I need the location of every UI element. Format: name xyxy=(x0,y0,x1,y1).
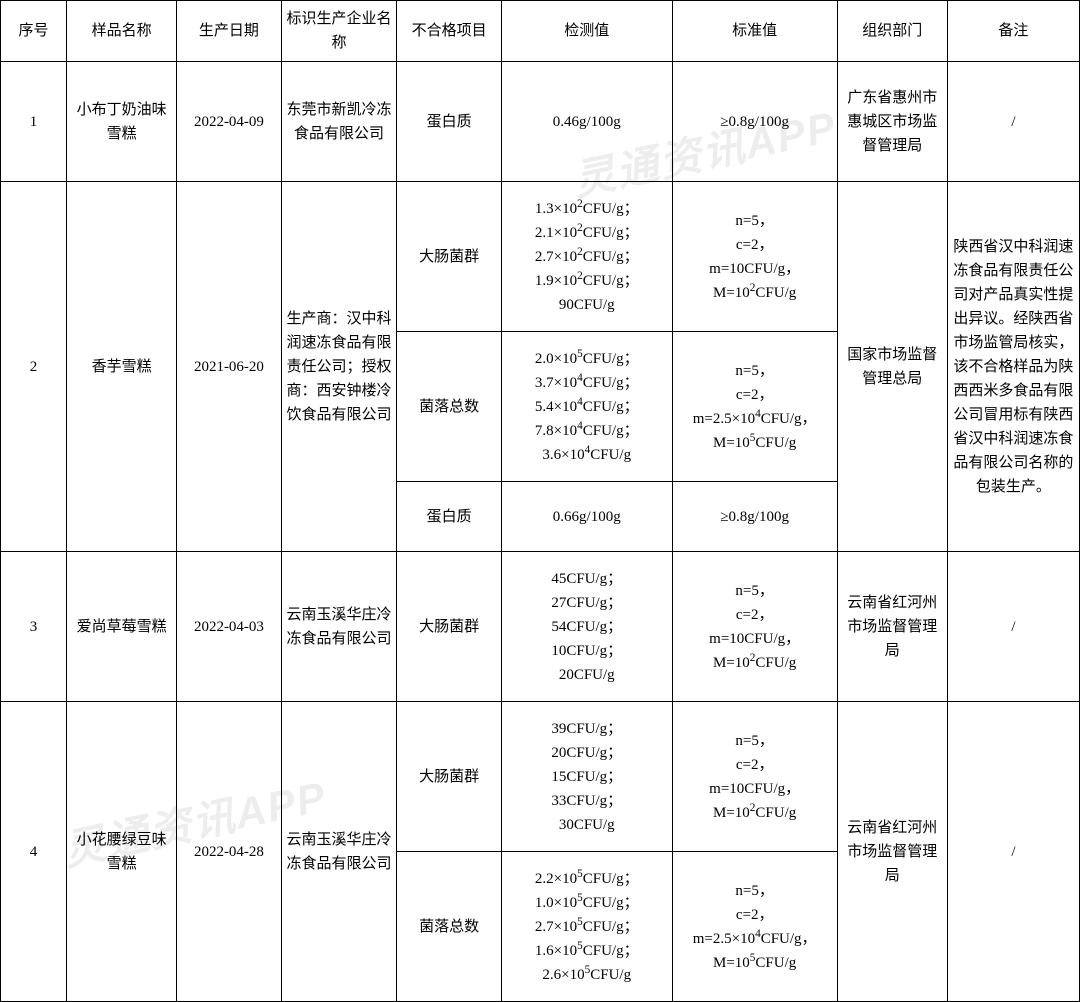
cell-std: n=5，c=2，m=10CFU/g，M=102CFU/g xyxy=(672,702,837,852)
table-row: 4 小花腰绿豆味雪糕 2022-04-28 云南玉溪华庄冷冻食品有限公司 大肠菌… xyxy=(1,702,1080,852)
cell-date: 2022-04-03 xyxy=(177,552,282,702)
header-item: 不合格项目 xyxy=(397,1,502,62)
cell-item: 大肠菌群 xyxy=(397,702,502,852)
cell-detect: 2.2×105CFU/g；1.0×105CFU/g；2.7×105CFU/g；1… xyxy=(501,852,672,1002)
cell-detect: 39CFU/g；20CFU/g；15CFU/g；33CFU/g；30CFU/g xyxy=(501,702,672,852)
table-row: 3 爱尚草莓雪糕 2022-04-03 云南玉溪华庄冷冻食品有限公司 大肠菌群 … xyxy=(1,552,1080,702)
cell-note: / xyxy=(947,62,1079,182)
cell-item: 蛋白质 xyxy=(397,62,502,182)
cell-std: ≥0.8g/100g xyxy=(672,482,837,552)
cell-dept: 国家市场监督管理总局 xyxy=(837,182,947,552)
cell-std: n=5，c=2，m=2.5×104CFU/g，M=105CFU/g xyxy=(672,332,837,482)
cell-item: 蛋白质 xyxy=(397,482,502,552)
header-name: 样品名称 xyxy=(67,1,177,62)
cell-seq: 2 xyxy=(1,182,67,552)
cell-dept: 云南省红河州市场监督管理局 xyxy=(837,702,947,1002)
header-detect: 检测值 xyxy=(501,1,672,62)
cell-detect: 1.3×102CFU/g；2.1×102CFU/g；2.7×102CFU/g；1… xyxy=(501,182,672,332)
cell-mfr: 生产商：汉中科润速冻食品有限责任公司；授权商：西安钟楼冷饮食品有限公司 xyxy=(281,182,397,552)
cell-mfr: 云南玉溪华庄冷冻食品有限公司 xyxy=(281,552,397,702)
cell-date: 2022-04-09 xyxy=(177,62,282,182)
cell-std: n=5，c=2，m=2.5×104CFU/g，M=105CFU/g xyxy=(672,852,837,1002)
cell-name: 小布丁奶油味雪糕 xyxy=(67,62,177,182)
cell-detect: 0.46g/100g xyxy=(501,62,672,182)
cell-seq: 3 xyxy=(1,552,67,702)
cell-note: / xyxy=(947,552,1079,702)
header-seq: 序号 xyxy=(1,1,67,62)
header-row: 序号 样品名称 生产日期 标识生产企业名称 不合格项目 检测值 标准值 组织部门… xyxy=(1,1,1080,62)
cell-dept: 广东省惠州市惠城区市场监督管理局 xyxy=(837,62,947,182)
cell-name: 小花腰绿豆味雪糕 xyxy=(67,702,177,1002)
cell-note: / xyxy=(947,702,1079,1002)
cell-std: n=5，c=2，m=10CFU/g，M=102CFU/g xyxy=(672,552,837,702)
header-note: 备注 xyxy=(947,1,1079,62)
cell-date: 2021-06-20 xyxy=(177,182,282,552)
cell-std: n=5，c=2，m=10CFU/g，M=102CFU/g xyxy=(672,182,837,332)
cell-seq: 1 xyxy=(1,62,67,182)
cell-name: 爱尚草莓雪糕 xyxy=(67,552,177,702)
cell-date: 2022-04-28 xyxy=(177,702,282,1002)
cell-mfr: 云南玉溪华庄冷冻食品有限公司 xyxy=(281,702,397,1002)
table-row: 1 小布丁奶油味雪糕 2022-04-09 东莞市新凯冷冻食品有限公司 蛋白质 … xyxy=(1,62,1080,182)
inspection-table: 序号 样品名称 生产日期 标识生产企业名称 不合格项目 检测值 标准值 组织部门… xyxy=(0,0,1080,1002)
header-std: 标准值 xyxy=(672,1,837,62)
cell-seq: 4 xyxy=(1,702,67,1002)
cell-item: 大肠菌群 xyxy=(397,182,502,332)
cell-item: 菌落总数 xyxy=(397,332,502,482)
cell-detect: 45CFU/g；27CFU/g；54CFU/g；10CFU/g；20CFU/g xyxy=(501,552,672,702)
cell-mfr: 东莞市新凯冷冻食品有限公司 xyxy=(281,62,397,182)
header-dept: 组织部门 xyxy=(837,1,947,62)
header-date: 生产日期 xyxy=(177,1,282,62)
cell-detect: 0.66g/100g xyxy=(501,482,672,552)
cell-std: ≥0.8g/100g xyxy=(672,62,837,182)
header-mfr: 标识生产企业名称 xyxy=(281,1,397,62)
cell-name: 香芋雪糕 xyxy=(67,182,177,552)
cell-detect: 2.0×105CFU/g；3.7×104CFU/g；5.4×104CFU/g；7… xyxy=(501,332,672,482)
table-row: 2 香芋雪糕 2021-06-20 生产商：汉中科润速冻食品有限责任公司；授权商… xyxy=(1,182,1080,332)
cell-note: 陕西省汉中科润速冻食品有限责任公司对产品真实性提出异议。经陕西省市场监管局核实，… xyxy=(947,182,1079,552)
cell-item: 大肠菌群 xyxy=(397,552,502,702)
cell-item: 菌落总数 xyxy=(397,852,502,1002)
cell-dept: 云南省红河州市场监督管理局 xyxy=(837,552,947,702)
